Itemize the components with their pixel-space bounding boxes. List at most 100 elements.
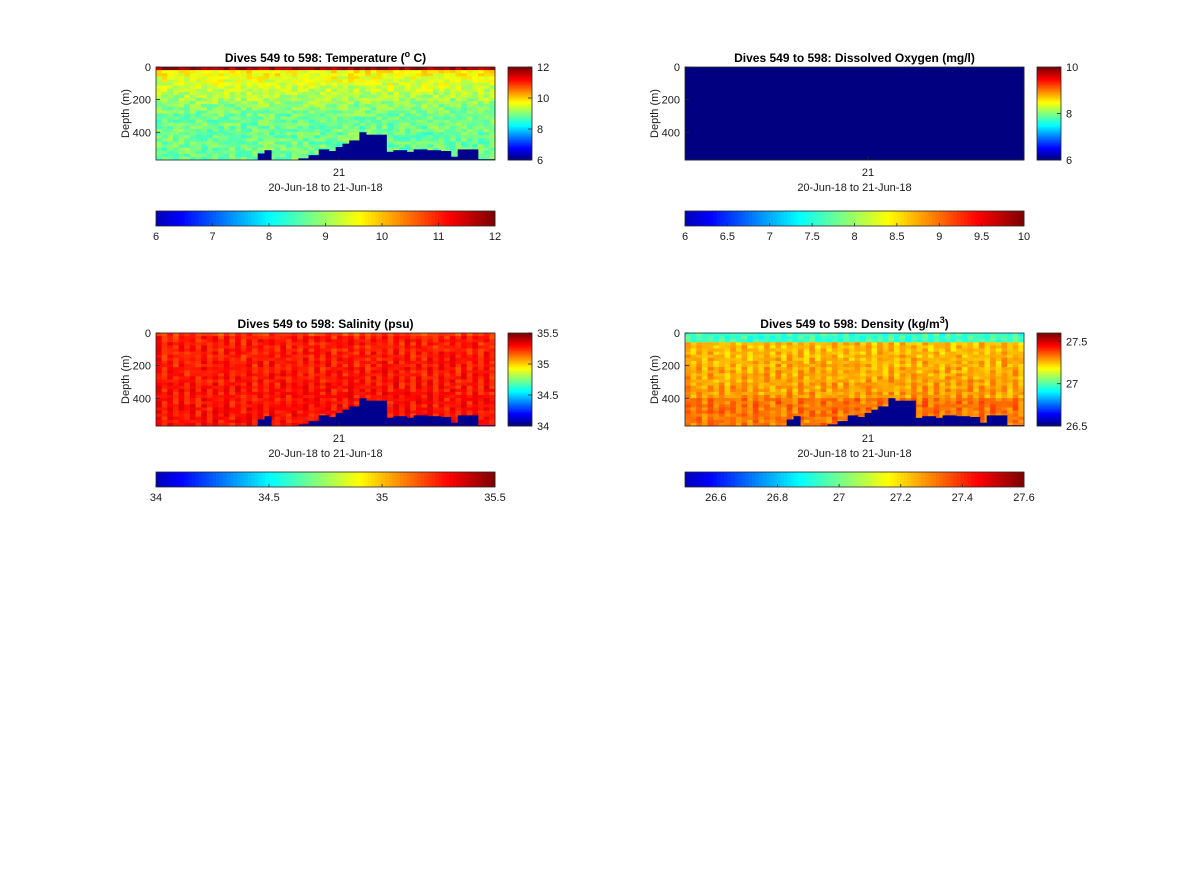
heatmap-cell: [444, 82, 451, 86]
heatmap-cell: [167, 388, 174, 393]
heatmap-cell: [212, 407, 219, 411]
colorbar-swatch: [773, 211, 778, 226]
heatmap-cell: [798, 116, 805, 121]
heatmap-cell: [984, 82, 991, 86]
heatmap-cell: [297, 385, 304, 390]
colorbar-swatch: [508, 98, 532, 101]
heatmap-cell: [865, 141, 872, 145]
heatmap-cell: [161, 401, 168, 405]
heatmap-cell: [235, 410, 242, 414]
heatmap-cell: [1007, 129, 1014, 133]
heatmap-cell: [240, 395, 247, 399]
heatmap-cell: [758, 104, 765, 108]
heatmap-cell: [348, 94, 355, 99]
heatmap-cell: [718, 141, 725, 145]
heatmap-cell: [741, 132, 748, 136]
heatmap-cell: [690, 104, 697, 108]
heatmap-cell: [950, 132, 957, 136]
heatmap-cell: [404, 147, 411, 152]
heatmap-cell: [415, 122, 422, 127]
heatmap-cell: [331, 370, 338, 374]
heatmap-cell: [707, 91, 714, 96]
heatmap-cell: [274, 113, 281, 117]
heatmap-cell: [376, 119, 383, 124]
heatmap-cell: [274, 413, 281, 418]
heatmap-cell: [218, 73, 225, 77]
heatmap-cell: [831, 122, 838, 127]
heatmap-cell: [336, 73, 343, 77]
heatmap-cell: [201, 360, 208, 365]
heatmap-cell: [269, 141, 276, 145]
heatmap-cell: [956, 116, 963, 121]
bathymetry-block: [366, 134, 387, 160]
heatmap-cell: [263, 147, 270, 152]
heatmap-cell: [1007, 138, 1014, 142]
heatmap-cell: [848, 91, 855, 96]
colorbar-swatch: [1037, 81, 1061, 84]
heatmap-cell: [455, 101, 462, 105]
heatmap-cell: [427, 98, 434, 102]
heatmap-cell: [201, 98, 208, 102]
heatmap-cell: [984, 79, 991, 83]
heatmap-cell: [415, 147, 422, 152]
heatmap-cell: [865, 70, 872, 74]
heatmap-cell: [944, 132, 951, 136]
heatmap-cell: [803, 125, 810, 130]
heatmap-cell: [212, 125, 219, 130]
heatmap-cell: [252, 138, 259, 142]
heatmap-cell: [781, 156, 788, 161]
heatmap-cell: [387, 116, 394, 121]
heatmap-cell: [764, 129, 771, 133]
heatmap-cell: [995, 67, 1002, 71]
heatmap-cell: [438, 101, 445, 105]
heatmap-cell: [461, 79, 468, 83]
heatmap-cell: [735, 88, 742, 93]
heatmap-cell: [685, 113, 692, 117]
heatmap-cell: [973, 122, 980, 127]
heatmap-cell: [769, 150, 776, 155]
heatmap-cell: [235, 336, 242, 340]
heatmap-cell: [764, 73, 771, 77]
heatmap-cell: [961, 101, 968, 105]
heatmap-cell: [939, 144, 946, 148]
heatmap-cell: [336, 94, 343, 99]
colorbar-swatch: [311, 211, 316, 226]
heatmap-cell: [865, 150, 872, 155]
heatmap-cell: [393, 138, 400, 142]
heatmap-cell: [438, 116, 445, 121]
heatmap-cell: [956, 122, 963, 127]
colorbar-swatch: [1037, 151, 1061, 154]
heatmap-cell: [285, 156, 292, 161]
heatmap-cell: [235, 385, 242, 390]
heatmap-cell: [956, 67, 963, 71]
colorbar-swatch: [339, 211, 344, 226]
heatmap-cell: [1012, 70, 1019, 74]
heatmap-cell: [730, 98, 737, 102]
heatmap-cell: [314, 391, 321, 396]
heatmap-cell: [837, 104, 844, 108]
heatmap-cell: [370, 122, 377, 127]
heatmap-cell: [690, 138, 697, 142]
colorbar-swatch: [699, 211, 704, 226]
heatmap-cell: [285, 360, 292, 365]
heatmap-cell: [973, 73, 980, 77]
heatmap-cell: [713, 150, 720, 155]
heatmap-cell: [877, 150, 884, 155]
heatmap-cell: [252, 70, 259, 74]
heatmap-cell: [285, 395, 292, 399]
heatmap-cell: [933, 141, 940, 145]
heatmap-cell: [1012, 101, 1019, 105]
heatmap-cell: [967, 101, 974, 105]
heatmap-cell: [984, 98, 991, 102]
colorbar-swatch: [935, 211, 940, 226]
heatmap-cell: [483, 73, 490, 77]
heatmap-cell: [752, 110, 759, 114]
heatmap-cell: [302, 138, 309, 142]
heatmap-cell: [257, 357, 264, 362]
heatmap-cell: [888, 129, 895, 133]
heatmap-cell: [285, 147, 292, 152]
heatmap-cell: [848, 122, 855, 127]
heatmap-cell: [376, 85, 383, 90]
heatmap-cell: [455, 85, 462, 90]
heatmap-cell: [922, 110, 929, 114]
